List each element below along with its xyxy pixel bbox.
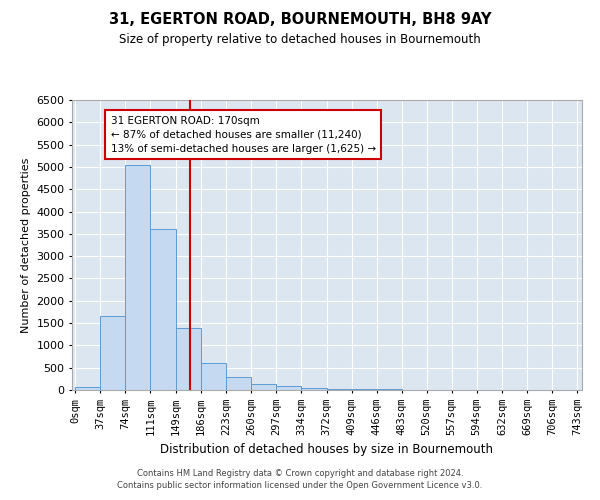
Bar [352,389,377,390]
Y-axis label: Number of detached properties: Number of detached properties [20,158,31,332]
Text: 31, EGERTON ROAD, BOURNEMOUTH, BH8 9AY: 31, EGERTON ROAD, BOURNEMOUTH, BH8 9AY [109,12,491,28]
X-axis label: Distribution of detached houses by size in Bournemouth: Distribution of detached houses by size … [161,444,493,456]
Bar [301,388,326,390]
Bar [100,316,125,390]
Text: Contains HM Land Registry data © Crown copyright and database right 2024.
Contai: Contains HM Land Registry data © Crown c… [118,468,482,490]
Bar [125,164,151,390]
Bar [251,384,276,390]
Bar [276,386,301,390]
Bar [201,363,226,390]
Text: 31 EGERTON ROAD: 170sqm
← 87% of detached houses are smaller (11,240)
13% of sem: 31 EGERTON ROAD: 170sqm ← 87% of detache… [110,116,376,154]
Bar [151,230,176,390]
Bar [226,376,251,390]
Bar [176,328,201,390]
Bar [326,388,352,390]
Bar [76,386,100,390]
Text: Size of property relative to detached houses in Bournemouth: Size of property relative to detached ho… [119,32,481,46]
